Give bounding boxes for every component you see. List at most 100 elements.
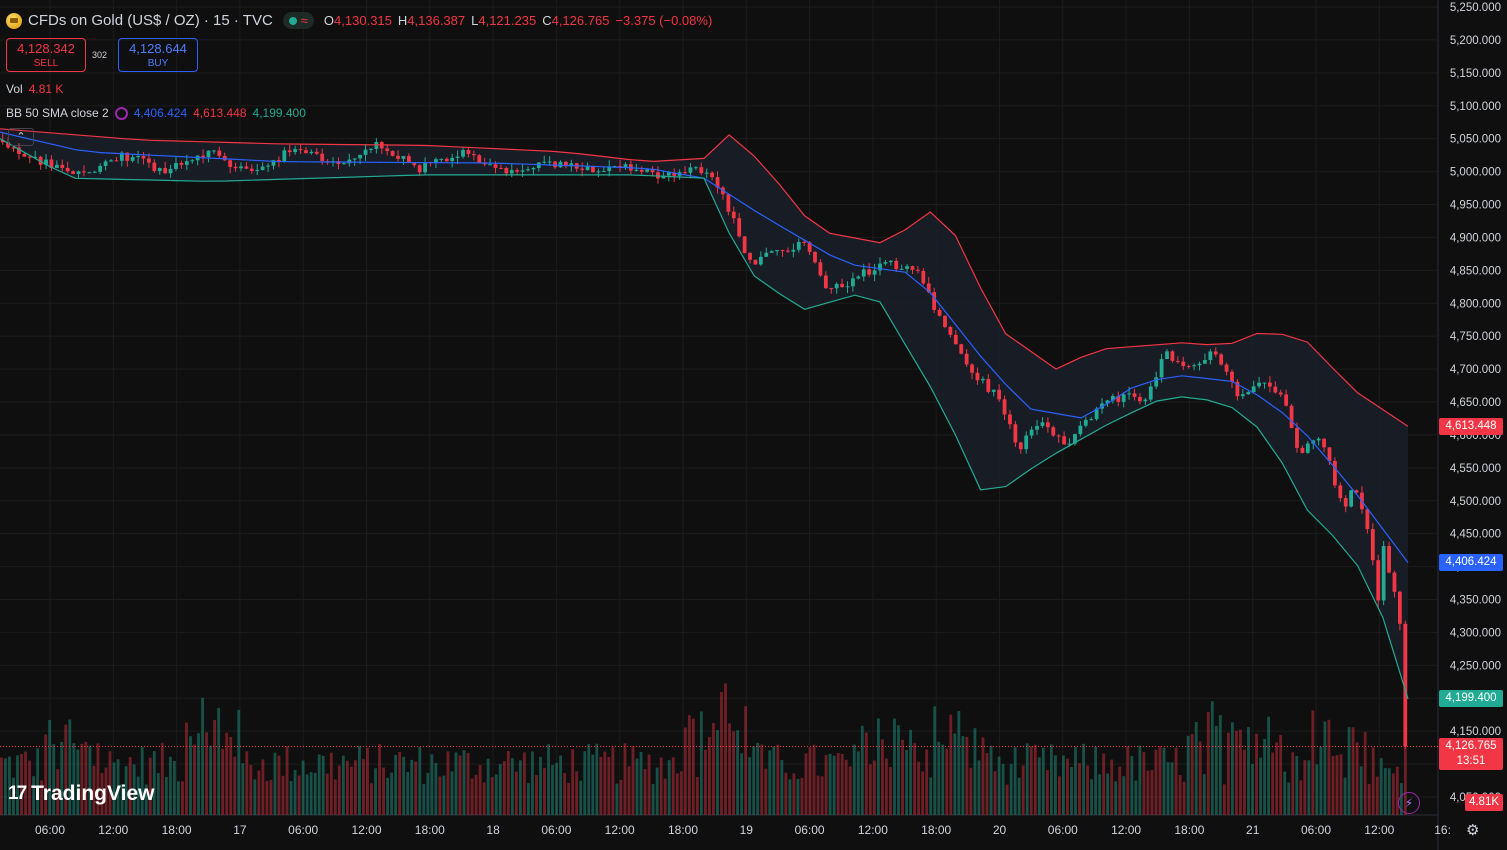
candle — [439, 158, 444, 163]
volume-bar — [961, 736, 965, 815]
y-tick-label: 5,250.000 — [1450, 2, 1501, 14]
candle — [970, 363, 974, 380]
candle — [1132, 388, 1137, 401]
candle — [1213, 347, 1218, 357]
volume-bar — [659, 757, 663, 815]
volume-bar — [1053, 755, 1057, 815]
y-tick-label: 4,150.000 — [1450, 726, 1501, 738]
volume-bar — [1315, 764, 1319, 815]
tradingview-logo[interactable]: 17 TradingView — [8, 782, 154, 806]
candle-body — [44, 159, 48, 165]
candle-body — [520, 170, 525, 172]
buy-button[interactable]: 4,128.644 BUY — [118, 38, 198, 72]
candle — [1305, 441, 1310, 454]
volume-bar — [185, 722, 188, 815]
candle — [932, 287, 937, 314]
candle — [1073, 433, 1077, 446]
volume-bar — [1086, 765, 1089, 815]
tradingview-mark-icon: 17 — [8, 783, 27, 804]
volume-bar — [1387, 768, 1391, 815]
candle-body — [65, 167, 70, 172]
volume-bar — [462, 750, 466, 815]
candle — [888, 260, 893, 266]
candle — [872, 263, 877, 282]
bollinger-legend[interactable]: BB 50 SMA close 2 4,406.424 4,613.448 4,… — [6, 106, 306, 120]
y-tick-label: 4,350.000 — [1450, 595, 1501, 607]
candle — [704, 168, 709, 179]
candle — [412, 162, 417, 168]
candle-body — [276, 160, 281, 162]
candle — [1170, 350, 1175, 363]
candle-body — [119, 152, 124, 161]
candle — [1246, 390, 1251, 396]
volume-bar — [414, 761, 418, 815]
candle — [60, 159, 65, 172]
candle-body — [190, 160, 195, 162]
candle-body — [807, 242, 812, 252]
x-tick-label: 06:00 — [1301, 823, 1331, 837]
candle — [444, 157, 449, 163]
candle — [1295, 422, 1299, 453]
time-axis[interactable]: 06:00 12:00 18:00 17 06:00 12:00 18:00 18 06:00 1… — [35, 823, 1451, 837]
candle — [461, 147, 465, 159]
bollinger-bands — [0, 128, 1438, 747]
volume-bar — [522, 752, 526, 815]
sell-button[interactable]: 4,128.342 SELL — [6, 38, 86, 72]
volume-bar — [1090, 779, 1094, 815]
candle-body — [878, 263, 882, 271]
symbol-legend[interactable]: CFDs on Gold (US$ / OZ) · 15 · TVC ≈ O4,… — [6, 12, 712, 29]
candle-body — [737, 218, 742, 237]
candle-body — [932, 292, 937, 311]
candle — [168, 164, 173, 178]
collapse-legend-button[interactable]: ⌃ — [8, 128, 34, 146]
candle-body — [499, 167, 503, 169]
candle — [558, 160, 563, 168]
candle-body — [33, 156, 38, 158]
volume-bar — [993, 771, 997, 815]
candle — [661, 171, 666, 179]
volume-bar — [28, 760, 31, 815]
candle — [65, 161, 70, 174]
logo-text: TradingView — [31, 782, 155, 805]
volume-bar — [748, 757, 752, 815]
candle — [455, 150, 460, 165]
candle — [656, 166, 660, 184]
candle-body — [488, 164, 492, 166]
volume-bar — [24, 751, 27, 815]
candle-body — [585, 165, 590, 171]
candle — [49, 155, 54, 171]
candle-body — [1132, 393, 1137, 397]
symbol-title[interactable]: CFDs on Gold (US$ / OZ) · 15 · TVC — [28, 12, 273, 29]
candle-body — [444, 158, 449, 162]
gear-icon[interactable]: ⚙ — [1466, 822, 1480, 839]
candle-body — [607, 166, 612, 172]
candle — [1186, 364, 1191, 369]
candle — [693, 166, 698, 171]
candle — [1051, 425, 1056, 437]
band-fill-area — [0, 128, 1408, 699]
lightning-icon[interactable]: ⚡ — [1398, 792, 1420, 814]
volume-bar — [482, 782, 486, 815]
market-status[interactable]: ≈ — [282, 12, 314, 29]
candle-body — [1127, 393, 1132, 395]
candle-body — [753, 259, 758, 265]
candle-body — [1316, 438, 1321, 441]
volume-bar — [539, 756, 542, 815]
volume-bar — [1037, 757, 1041, 815]
candle-body — [558, 161, 563, 168]
candle — [1045, 417, 1050, 433]
candle-body — [937, 310, 942, 316]
bb-upper-value: 4,613.448 — [193, 106, 247, 120]
volume-bar — [454, 752, 458, 815]
candle — [1062, 431, 1067, 445]
volume-bar — [48, 719, 52, 815]
candle-body — [916, 269, 920, 271]
candle — [829, 287, 834, 294]
volume-bar — [695, 777, 699, 815]
candle — [1284, 389, 1289, 407]
candle — [526, 166, 530, 172]
volume-bar — [881, 739, 884, 815]
volume-legend[interactable]: Vol 4.81 K — [6, 82, 63, 96]
candle-body — [612, 165, 617, 167]
